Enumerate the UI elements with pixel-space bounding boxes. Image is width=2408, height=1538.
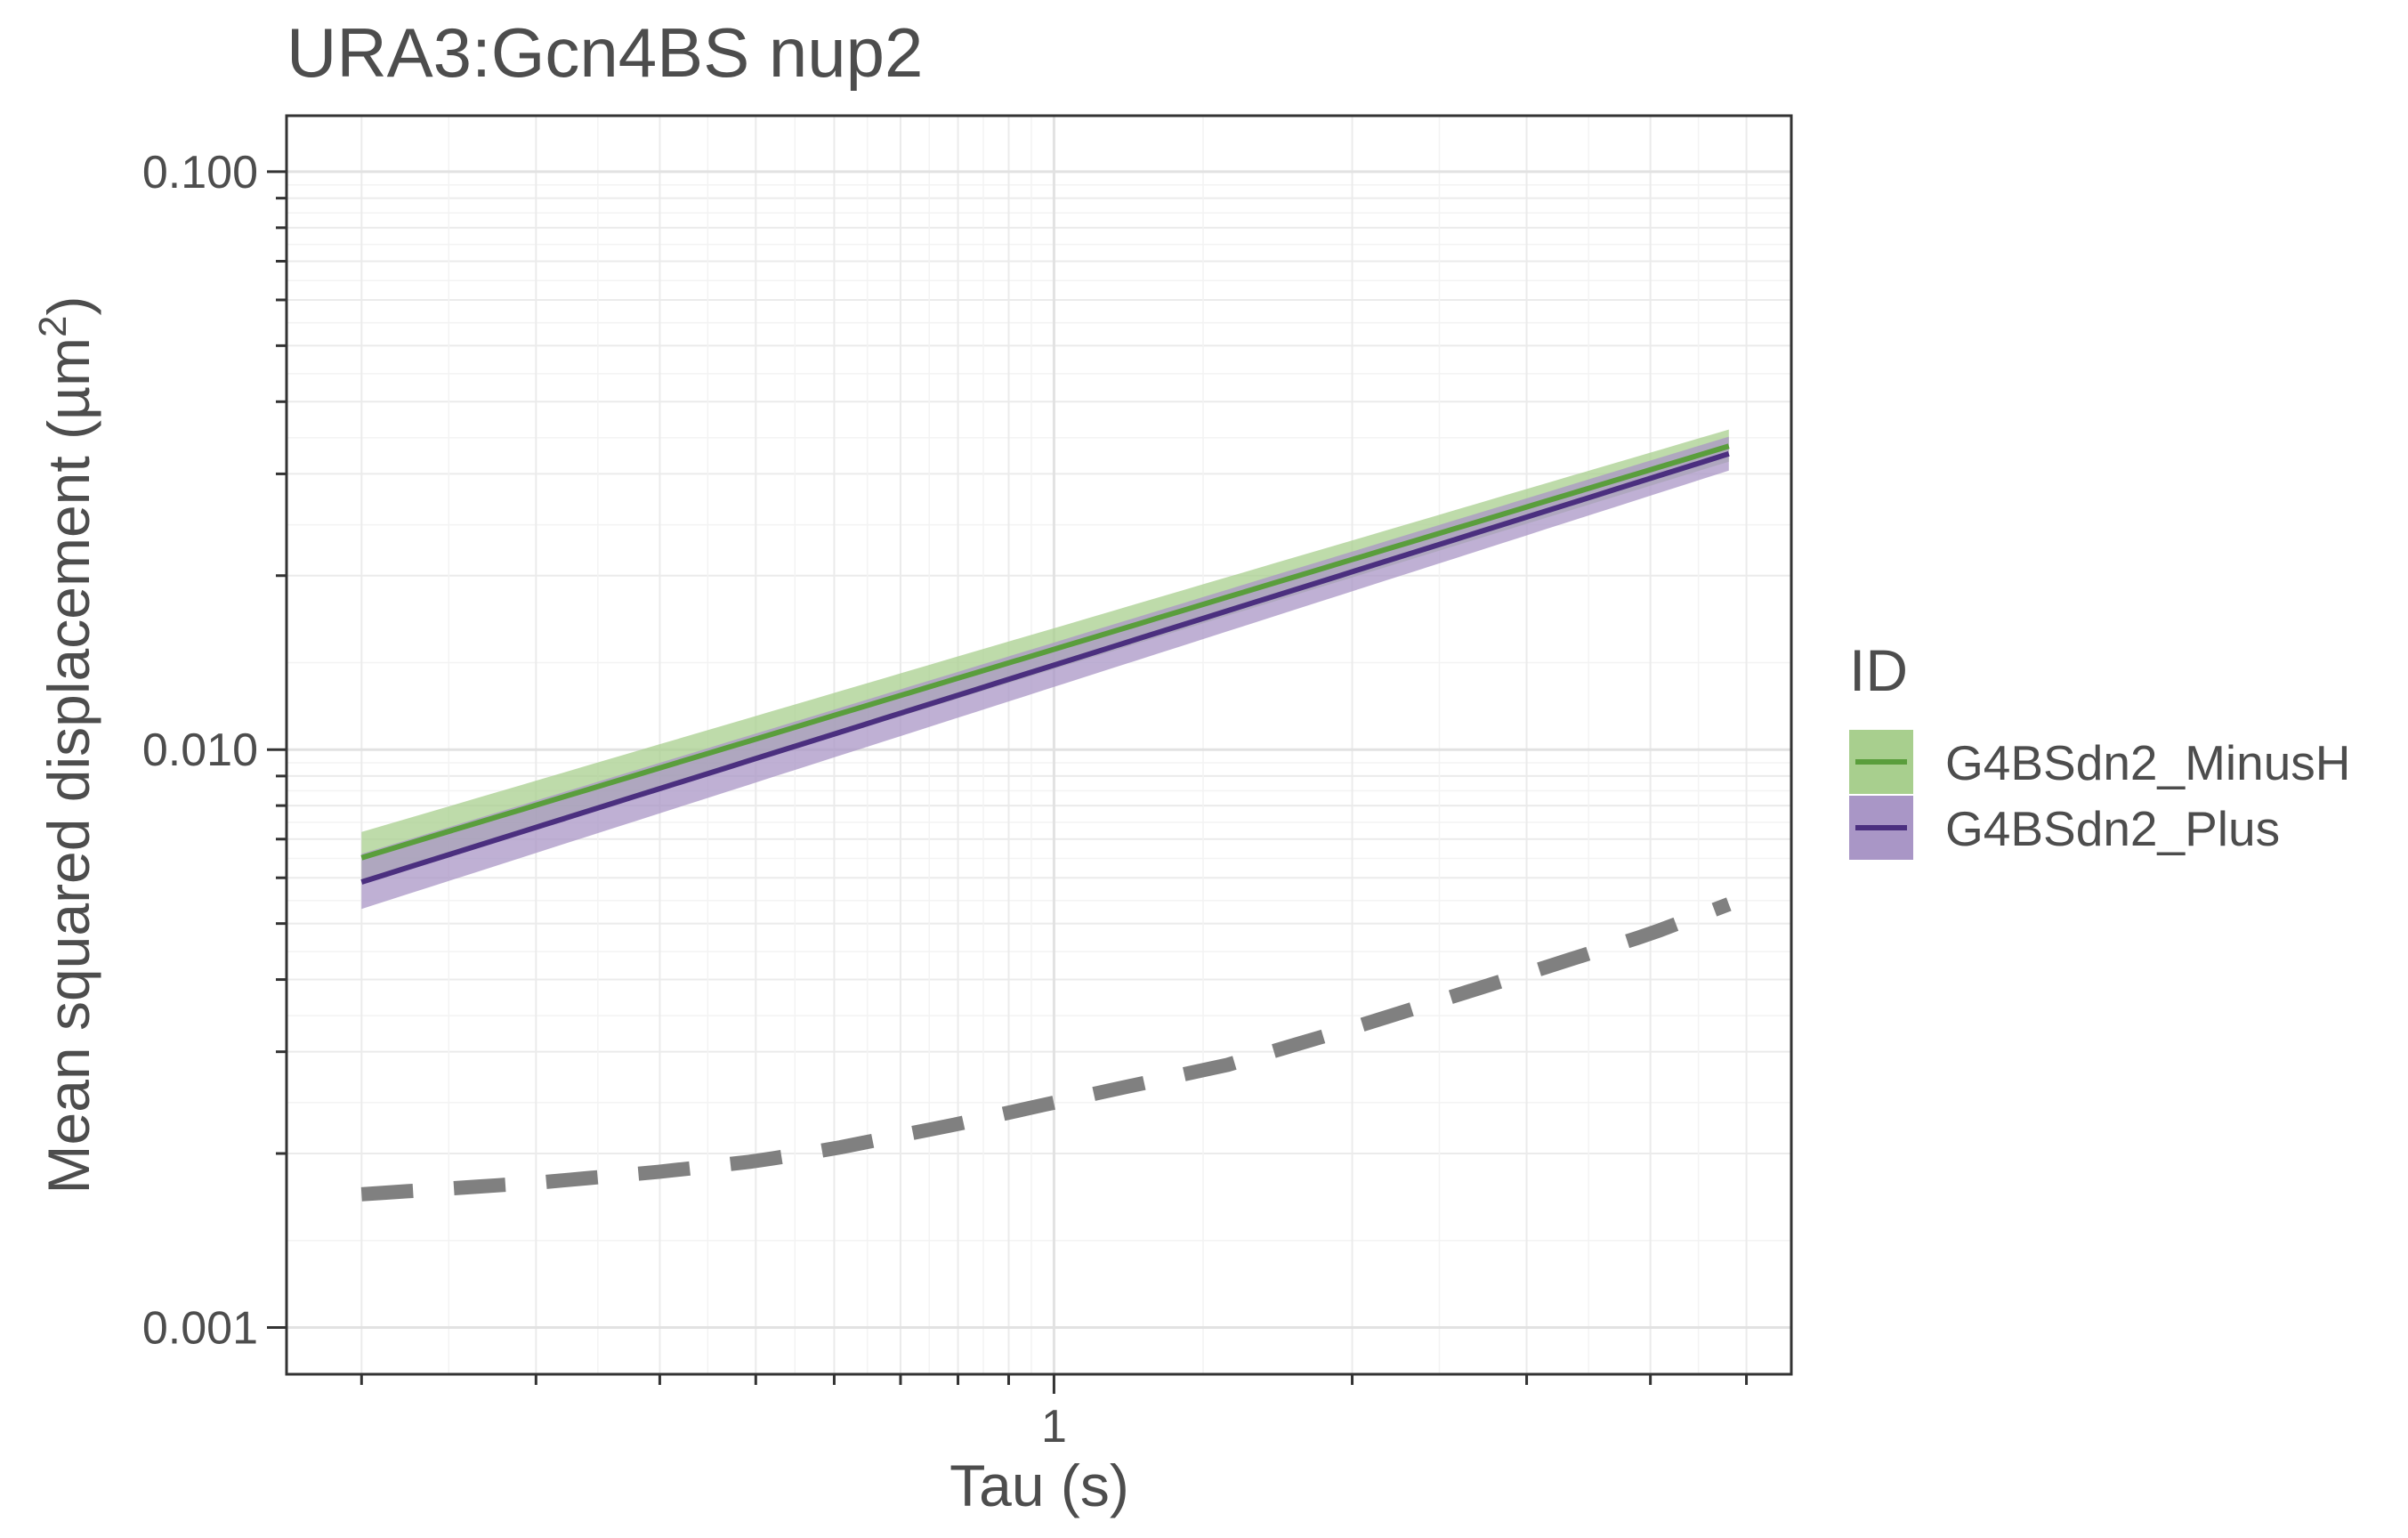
x-axis: 1 bbox=[360, 1374, 1749, 1453]
legend: ID G4BSdn2_MinusH G4BSdn2_Plus bbox=[1849, 637, 2351, 860]
legend-title: ID bbox=[1849, 637, 1908, 703]
y-axis-title-superscript: 2 bbox=[31, 316, 75, 337]
y-axis-title: Mean squared displacement (µm2) bbox=[31, 296, 101, 1194]
series-line-minush bbox=[360, 443, 1730, 861]
x-axis-title: Tau (s) bbox=[949, 1453, 1129, 1518]
reference-dashed-line bbox=[360, 897, 1732, 1202]
series-lines bbox=[360, 443, 1732, 1202]
y-axis: 0.100 0.010 0.001 bbox=[142, 147, 287, 1354]
y-tick-label: 0.100 bbox=[142, 147, 258, 198]
confidence-bands bbox=[361, 429, 1729, 910]
legend-label-minush: G4BSdn2_MinusH bbox=[1945, 735, 2351, 790]
legend-item-minush: G4BSdn2_MinusH bbox=[1849, 730, 2351, 794]
y-tick-label: 0.010 bbox=[142, 724, 258, 776]
legend-label-plus: G4BSdn2_Plus bbox=[1945, 801, 2280, 856]
chart-title: URA3:Gcn4BS nup2 bbox=[287, 13, 923, 92]
series-line-plus bbox=[360, 450, 1730, 885]
legend-item-plus: G4BSdn2_Plus bbox=[1849, 796, 2280, 860]
y-axis-title-main: Mean squared displacement (µm bbox=[36, 337, 101, 1194]
plot-panel-border bbox=[285, 114, 1793, 1376]
confidence-band-plus bbox=[361, 436, 1729, 910]
y-axis-title-close: ) bbox=[36, 296, 101, 316]
y-tick-label: 0.001 bbox=[142, 1302, 258, 1354]
x-tick-label: 1 bbox=[1041, 1401, 1067, 1453]
grid-lines bbox=[287, 116, 1791, 1374]
